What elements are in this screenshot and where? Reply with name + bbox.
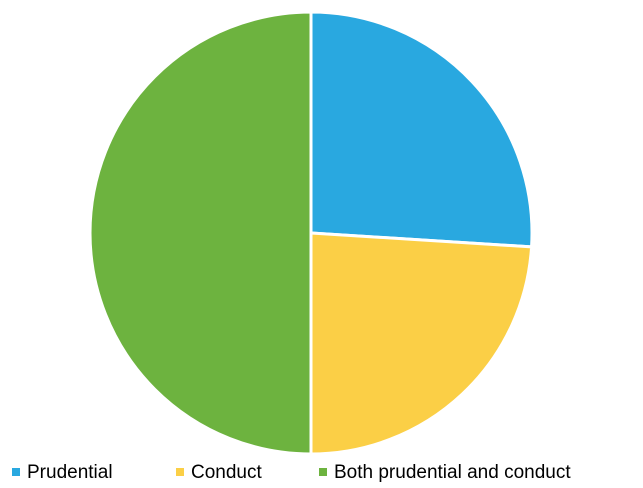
pie-slice-conduct [309, 231, 534, 456]
pie-slices [88, 10, 534, 456]
legend-label-both-prudential-and-conduct: Both prudential and conduct [334, 462, 571, 483]
legend-swatch-prudential [12, 468, 20, 476]
legend-label-conduct: Conduct [191, 462, 262, 483]
legend-item-prudential: Prudential [12, 462, 113, 483]
legend-item-conduct: Conduct [176, 462, 262, 483]
legend-swatch-both-prudential-and-conduct [319, 468, 327, 476]
legend-label-prudential: Prudential [27, 462, 113, 483]
pie-slice-both-prudential-and-conduct [88, 10, 313, 456]
legend-swatch-conduct [176, 468, 184, 476]
legend: Prudential Conduct Both prudential and con… [12, 462, 571, 483]
legend-item-both-prudential-and-conduct: Both prudential and conduct [319, 462, 571, 483]
pie-slice-prudential [309, 10, 534, 249]
